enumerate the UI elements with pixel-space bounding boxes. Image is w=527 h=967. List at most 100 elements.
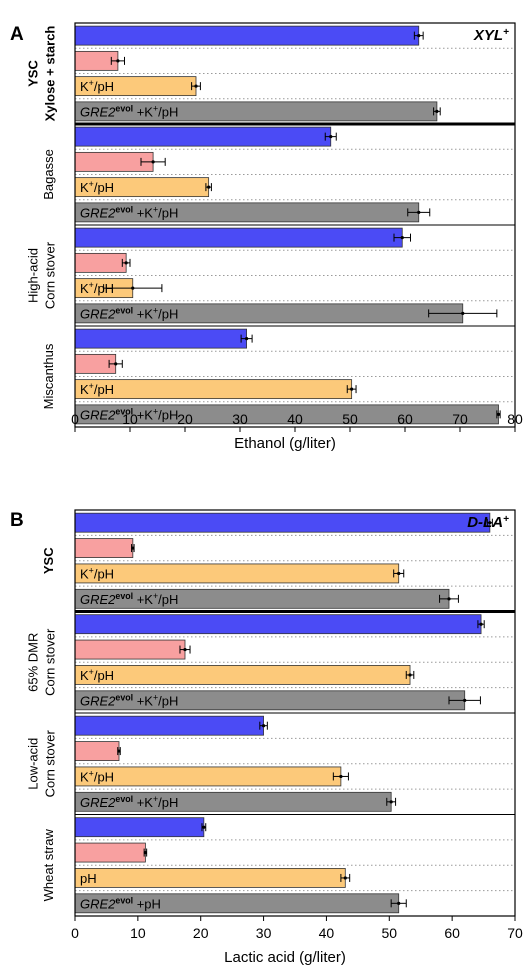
data-point (397, 571, 401, 576)
data-point (408, 673, 412, 677)
label-part: +K (133, 795, 153, 810)
label-part: + (89, 565, 94, 575)
label-part: evol (115, 103, 133, 113)
label-part: GRE2 (80, 205, 116, 220)
bar (74, 817, 205, 838)
label-part: /pH (158, 205, 178, 220)
label-part: /pH (94, 668, 114, 683)
data-point (417, 34, 421, 38)
bar (74, 665, 411, 685)
label-part: + (153, 794, 158, 804)
bar-label: GRE2evol +K+/pH (80, 305, 178, 321)
x-tick-label: 30 (232, 411, 248, 427)
label-part: /pH (94, 79, 114, 94)
bar (74, 766, 342, 787)
x-tick-label: 30 (256, 925, 272, 941)
label-part: K (80, 281, 89, 296)
data-point (447, 597, 451, 601)
data-point (350, 387, 354, 391)
label-part: + (153, 406, 158, 416)
bar (74, 25, 420, 46)
label-part: /pH (158, 306, 178, 321)
bar (74, 741, 120, 761)
label-part: + (503, 27, 509, 38)
label-part: K (80, 566, 89, 581)
label-part: GRE2 (80, 407, 116, 422)
bar-label: K+/pH (80, 78, 114, 94)
label-part: /pH (94, 382, 114, 397)
bar-label: GRE2evol +K+/pH (80, 406, 178, 422)
x-tick-label: 50 (381, 925, 397, 941)
x-tick-label: 70 (452, 411, 468, 427)
label-part: GRE2 (80, 306, 116, 321)
label-part: +K (133, 104, 153, 119)
label-part: /pH (158, 407, 178, 422)
data-point (245, 337, 249, 341)
x-tick-label: 40 (319, 925, 335, 941)
label-part: K (80, 79, 89, 94)
label-part: /pH (158, 795, 178, 810)
label-part: GRE2 (80, 104, 116, 119)
x-tick-label: 0 (71, 925, 79, 941)
x-tick-label: 10 (130, 925, 146, 941)
label-part: GRE2 (80, 795, 116, 810)
x-tick-label: 50 (342, 411, 358, 427)
label-part: +pH (133, 896, 161, 911)
bar-label: GRE2evol +K+/pH (80, 103, 178, 119)
bar-label: pH (80, 871, 97, 886)
data-point (488, 521, 492, 525)
panel-label: A (10, 24, 24, 45)
bar (74, 842, 146, 863)
label-part: + (89, 179, 94, 189)
label-part: K (80, 180, 89, 195)
corner-label: XYL+ (473, 27, 509, 45)
label-part: K (80, 668, 89, 683)
data-point (329, 135, 333, 139)
bar-label: K+/pH (80, 768, 114, 784)
data-point (400, 236, 404, 240)
label-part: + (89, 667, 94, 677)
x-tick-label: 40 (287, 411, 303, 427)
label-part: + (153, 692, 158, 702)
label-part: +K (133, 205, 153, 220)
label-part: /pH (158, 693, 178, 708)
label-part: +K (133, 407, 153, 422)
bar (74, 563, 400, 584)
bar (74, 614, 482, 635)
data-point (114, 362, 118, 366)
data-point (389, 800, 393, 804)
bar-label: K+/pH (80, 179, 114, 195)
group-label: Bagasse (41, 149, 56, 200)
bar-group: K+/pH GRE2evol +K + /pH Bagasse (41, 126, 515, 226)
data-point (131, 286, 135, 290)
group-label: Corn stover (43, 729, 58, 797)
label-part: evol (115, 794, 133, 804)
label-part: GRE2 (80, 896, 116, 911)
label-part: + (89, 280, 94, 290)
bar (74, 715, 264, 736)
label-part: evol (115, 204, 133, 214)
bar-group: pH GRE2evol +pH Wheat straw (41, 817, 515, 914)
label-part: + (153, 103, 158, 113)
label-part: + (89, 768, 94, 778)
bar-label: GRE2evol +K+/pH (80, 794, 178, 810)
label-part: K (80, 382, 89, 397)
group-label: High-acid (26, 248, 41, 303)
data-point (194, 84, 198, 88)
x-tick-label: 80 (507, 411, 523, 427)
bar (74, 538, 134, 558)
label-part: GRE2 (80, 592, 116, 607)
data-point (116, 59, 120, 63)
label-part: +K (133, 693, 153, 708)
label-part: /pH (94, 566, 114, 581)
bar-label: K+/pH (80, 667, 114, 683)
data-point (207, 185, 211, 189)
bar-label: GRE2evol +K+/pH (80, 591, 178, 607)
data-point (463, 698, 467, 702)
data-point (461, 311, 465, 315)
group-label: Miscanthus (41, 343, 56, 409)
